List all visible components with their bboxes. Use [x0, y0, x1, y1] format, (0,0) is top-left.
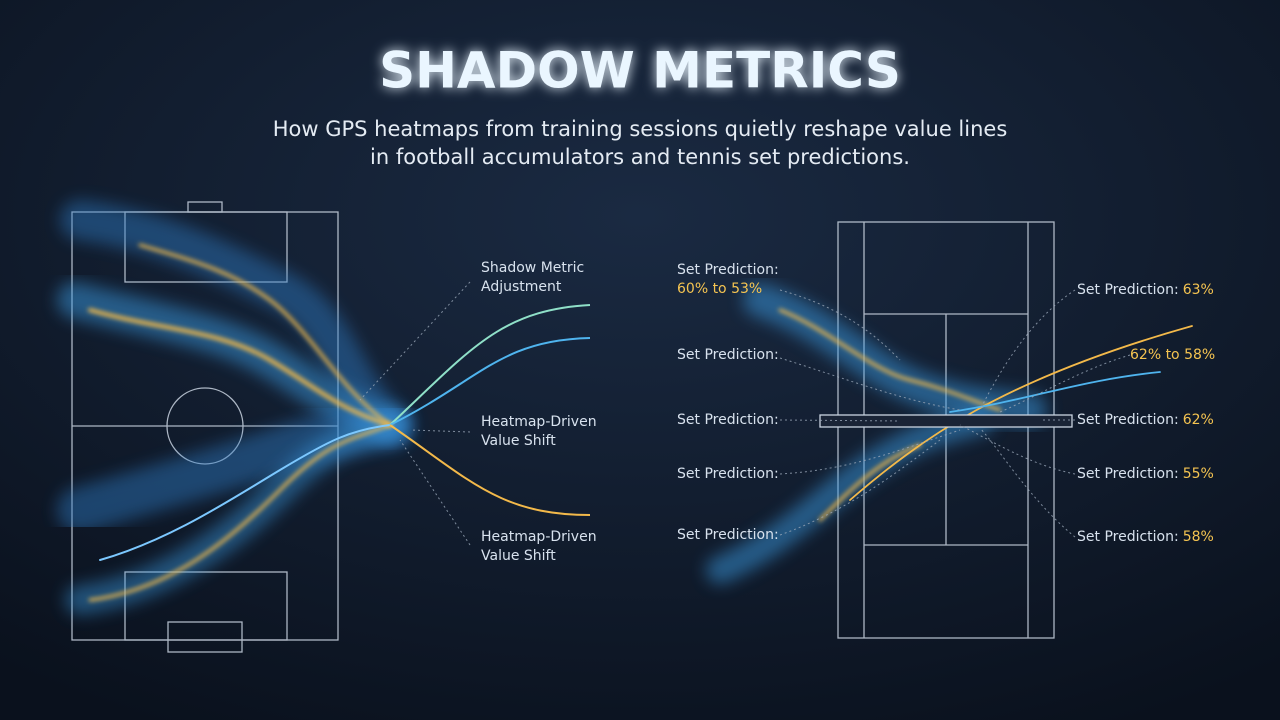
- tennis-court: [837, 221, 1055, 639]
- football-label: Heatmap-Driven: [481, 414, 597, 430]
- set-prediction-value: 55%: [1183, 466, 1214, 482]
- net: [819, 414, 1073, 428]
- set-prediction-label: Set Prediction: 63%: [1077, 282, 1214, 298]
- set-prediction-label: Set Prediction:: [677, 412, 779, 428]
- set-prediction-label: Set Prediction: 62%: [1077, 412, 1214, 428]
- set-prediction-value: 62% to 58%: [1130, 347, 1215, 363]
- set-prediction-value: 62%: [1183, 412, 1214, 428]
- leader-lines: [779, 289, 1131, 538]
- title: SHADOW METRICS: [379, 42, 901, 100]
- set-prediction-label: Set Prediction:: [677, 466, 779, 482]
- value-curves: [389, 304, 591, 516]
- set-prediction-label: Set Prediction:: [677, 347, 779, 363]
- set-prediction-label: Set Prediction: 58%: [1077, 529, 1214, 545]
- football-label: Value Shift: [481, 433, 556, 449]
- leader-lines: [359, 281, 471, 546]
- set-prediction-text: Set Prediction:: [1077, 529, 1179, 545]
- set-prediction-label: Set Prediction:: [677, 262, 779, 278]
- football-label: Value Shift: [481, 548, 556, 564]
- set-prediction-label: 62% to 58%: [1130, 347, 1215, 363]
- football-label: Shadow Metric: [481, 260, 584, 276]
- set-prediction-value: 63%: [1183, 282, 1214, 298]
- subtitle: in football accumulators and tennis set …: [370, 145, 910, 169]
- tennis-heatmap: [706, 283, 1193, 584]
- set-prediction-label: Set Prediction: 55%: [1077, 466, 1214, 482]
- football-label: Heatmap-Driven: [481, 529, 597, 545]
- set-prediction-text: Set Prediction:: [1077, 466, 1179, 482]
- football-label: Adjustment: [481, 279, 562, 295]
- set-prediction-text: Set Prediction:: [1077, 282, 1179, 298]
- set-prediction-label: Set Prediction:: [677, 527, 779, 543]
- set-prediction-value: 60% to 53%: [677, 281, 762, 297]
- set-prediction-value: 58%: [1183, 529, 1214, 545]
- set-prediction-text: Set Prediction:: [1077, 412, 1179, 428]
- subtitle: How GPS heatmaps from training sessions …: [273, 117, 1008, 141]
- football-heatmap: [57, 200, 413, 615]
